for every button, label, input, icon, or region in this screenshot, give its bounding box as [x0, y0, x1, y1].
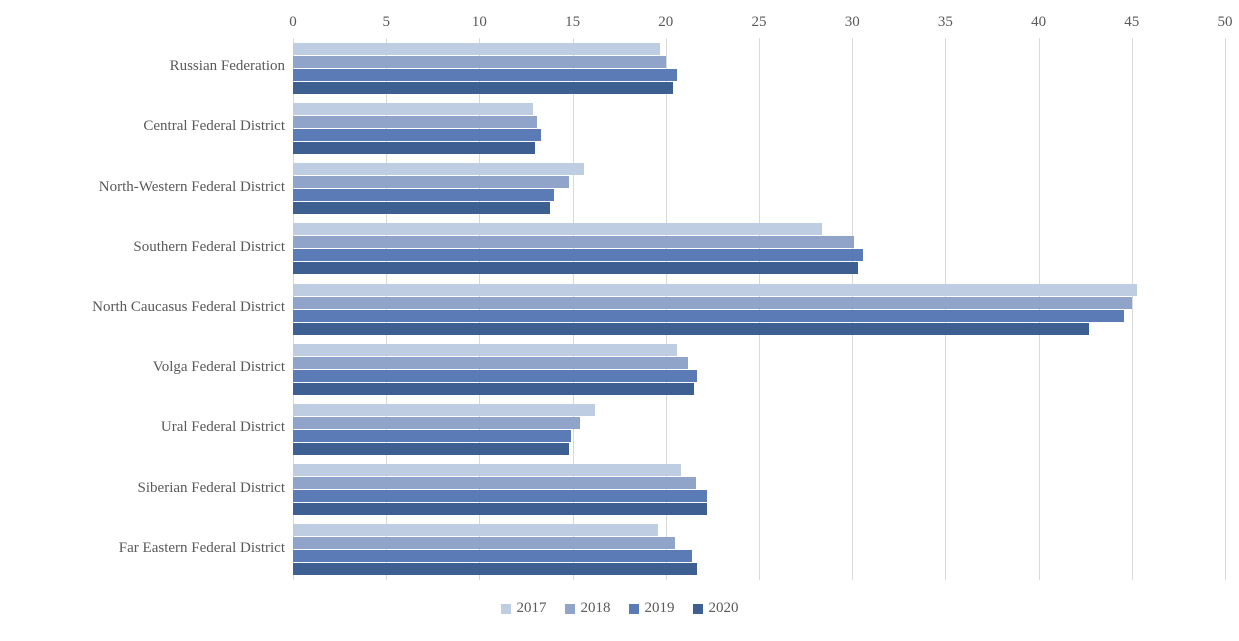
x-tick-label: 5 — [382, 14, 390, 31]
category-label: Southern Federal District — [133, 239, 285, 256]
bar — [293, 550, 692, 562]
category-label: Siberian Federal District — [138, 480, 285, 497]
bar — [293, 249, 863, 261]
bar — [293, 443, 569, 455]
bar — [293, 370, 697, 382]
bar — [293, 537, 675, 549]
legend-swatch — [501, 604, 511, 614]
legend-item: 2017 — [501, 600, 547, 617]
bar — [293, 176, 569, 188]
bar — [293, 142, 535, 154]
gridline — [1132, 38, 1133, 580]
bar — [293, 284, 1137, 296]
bar — [293, 383, 694, 395]
category-label: Ural Federal District — [161, 419, 285, 436]
bar — [293, 417, 580, 429]
bar — [293, 202, 550, 214]
x-tick-label: 40 — [1031, 14, 1046, 31]
x-tick-label: 45 — [1124, 14, 1139, 31]
x-tick-label: 10 — [472, 14, 487, 31]
category-label: North-Western Federal District — [99, 179, 285, 196]
x-tick-label: 20 — [658, 14, 673, 31]
x-tick-label: 25 — [752, 14, 767, 31]
bar — [293, 82, 673, 94]
bar — [293, 430, 571, 442]
bar — [293, 163, 584, 175]
bar — [293, 262, 858, 274]
category-label: Russian Federation — [170, 58, 285, 75]
category-label: Central Federal District — [143, 118, 285, 135]
gridline — [1225, 38, 1226, 580]
bar — [293, 357, 688, 369]
bar — [293, 43, 660, 55]
legend-label: 2020 — [709, 600, 739, 617]
plot-area — [293, 38, 1225, 580]
category-label: Far Eastern Federal District — [119, 540, 285, 557]
legend-item: 2020 — [693, 600, 739, 617]
legend-item: 2018 — [565, 600, 611, 617]
bar — [293, 116, 537, 128]
bar — [293, 223, 822, 235]
x-tick-label: 50 — [1218, 14, 1233, 31]
bar — [293, 344, 677, 356]
bar — [293, 477, 696, 489]
legend-item: 2019 — [629, 600, 675, 617]
bar — [293, 103, 533, 115]
bar — [293, 69, 677, 81]
bar — [293, 236, 854, 248]
bar — [293, 129, 541, 141]
bar — [293, 56, 666, 68]
bar — [293, 524, 658, 536]
legend-swatch — [693, 604, 703, 614]
x-tick-label: 15 — [565, 14, 580, 31]
legend-label: 2018 — [581, 600, 611, 617]
category-label: Volga Federal District — [153, 359, 285, 376]
bar — [293, 189, 554, 201]
legend-label: 2017 — [517, 600, 547, 617]
category-label: North Caucasus Federal District — [92, 299, 285, 316]
legend-swatch — [565, 604, 575, 614]
x-tick-label: 30 — [845, 14, 860, 31]
bar — [293, 464, 681, 476]
x-tick-label: 35 — [938, 14, 953, 31]
bar — [293, 503, 707, 515]
bar — [293, 404, 595, 416]
bar — [293, 297, 1132, 309]
legend-swatch — [629, 604, 639, 614]
x-tick-label: 0 — [289, 14, 297, 31]
bar — [293, 490, 707, 502]
bar-chart: 2017 2018 2019 2020 0 5 10 15 20 25 30 35 40 45 50 Rus… — [0, 0, 1239, 641]
legend-label: 2019 — [645, 600, 675, 617]
bar — [293, 563, 697, 575]
chart-legend: 2017 2018 2019 2020 — [0, 600, 1239, 617]
bar — [293, 323, 1089, 335]
bar — [293, 310, 1124, 322]
